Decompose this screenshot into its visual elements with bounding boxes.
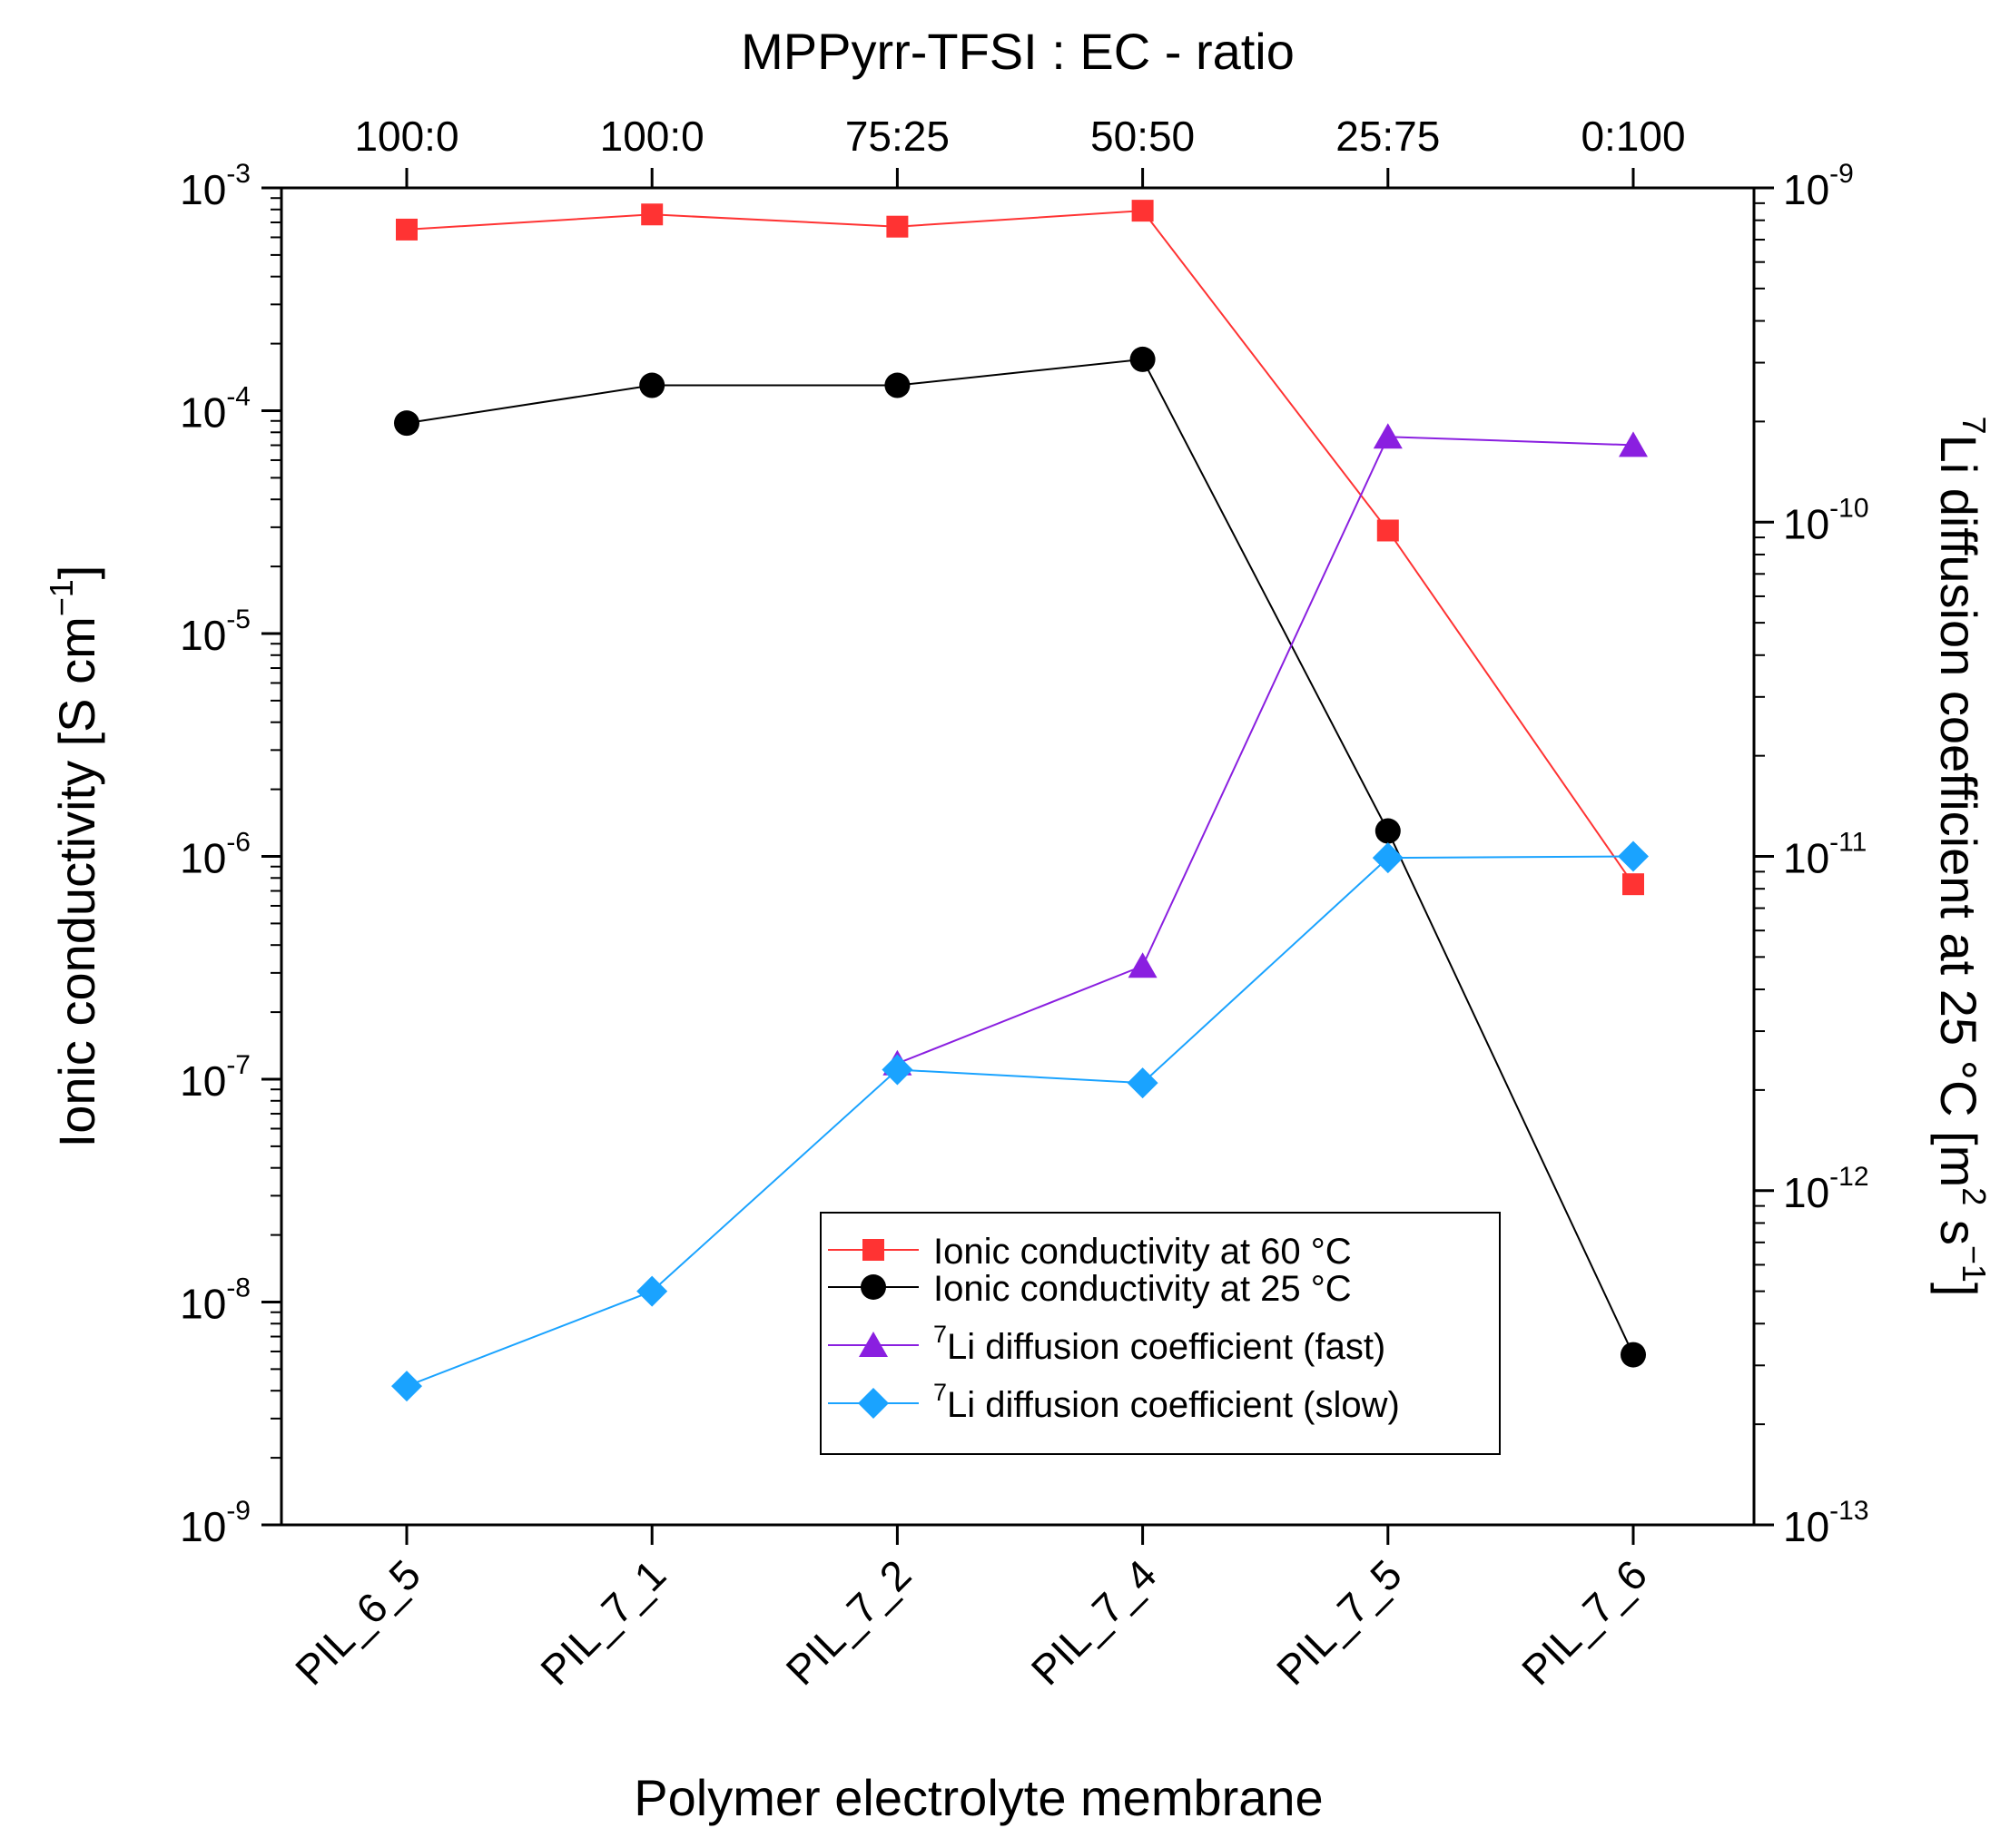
left-tick-label: 10-9 (180, 1496, 251, 1550)
data-point (394, 410, 419, 437)
top-axis-title: MPPyrr-TFSI : EC - ratio (741, 23, 1295, 80)
legend-marker (861, 1274, 886, 1300)
data-point (1621, 1342, 1646, 1368)
legend-marker (859, 1332, 888, 1357)
series-line (897, 436, 1634, 1065)
right-y-axis-title: 7Li diffusion coefficient at 25 °C [m2 s… (1930, 417, 1993, 1297)
series-2 (882, 423, 1648, 1076)
left-tick-label: 10-4 (180, 382, 251, 437)
left-tick-label: 10-3 (180, 159, 251, 213)
data-point (1374, 818, 1401, 844)
data-point (886, 215, 909, 238)
top-tick-label: 25:75 (1335, 113, 1440, 160)
series-line (406, 855, 1634, 1388)
top-tick-label: 100:0 (354, 113, 458, 160)
right-tick-label: 10-13 (1783, 1496, 1869, 1550)
left-tick-label: 10-5 (180, 605, 251, 659)
bottom-tick-label: PIL_7_1 (531, 1550, 675, 1694)
bottom-tick-label: PIL_6_5 (286, 1550, 429, 1694)
data-point (1619, 431, 1648, 457)
data-point (639, 372, 665, 398)
x-axis-title: Polymer electrolyte membrane (634, 1769, 1323, 1826)
right-tick-label: 10-12 (1783, 1162, 1869, 1216)
left-tick-label: 10-7 (180, 1050, 251, 1105)
top-tick-label: 50:50 (1090, 113, 1195, 160)
top-tick-label: 0:100 (1581, 113, 1685, 160)
data-point (396, 218, 418, 241)
data-point (1373, 423, 1403, 449)
left-y-axis-title: Ionic conductivity [S cm−1] (43, 565, 105, 1148)
data-point (882, 1054, 913, 1086)
bottom-tick-label: PIL_7_2 (777, 1550, 921, 1694)
right-tick-label: 10-9 (1783, 159, 1854, 213)
legend-marker (862, 1239, 884, 1261)
legend-entry: Ionic conductivity at 60 °C (828, 1232, 1352, 1272)
data-point (1618, 840, 1649, 872)
data-point (1372, 842, 1404, 874)
series-line (406, 210, 1634, 885)
data-point (641, 203, 664, 226)
axes: 10-3 10-4 10-5 10-6 10-7 10-8 10-9 10-9 10-10 10-… (43, 23, 1993, 1826)
bottom-tick-label: PIL_7_6 (1512, 1550, 1656, 1694)
data-point (1128, 952, 1158, 978)
legend-label: Ionic conductivity at 60 °C (933, 1232, 1352, 1272)
top-tick-label: 100:0 (600, 113, 704, 160)
data-point (1129, 346, 1156, 372)
bottom-tick-label: PIL_7_4 (1022, 1550, 1166, 1694)
series-1 (394, 346, 1646, 1368)
legend-marker (858, 1388, 889, 1419)
right-tick-label: 10-10 (1783, 493, 1869, 547)
data-point (1127, 1067, 1158, 1099)
data-point (636, 1275, 668, 1307)
top-tick-label: 75:25 (845, 113, 950, 160)
left-tick-label: 10-6 (180, 828, 251, 882)
data-point (1622, 873, 1644, 896)
series-line (406, 358, 1634, 1356)
left-tick-label: 10-8 (180, 1273, 251, 1328)
legend-entry: 7Li diffusion coefficient (fast) (828, 1321, 1385, 1367)
data-point (391, 1371, 422, 1402)
legend-entry: Ionic conductivity at 25 °C (828, 1269, 1352, 1309)
legend-box (820, 1212, 1501, 1455)
series-0 (396, 200, 1644, 896)
series-3 (391, 840, 1649, 1402)
data-point (884, 372, 911, 398)
data-point (1131, 200, 1154, 222)
bottom-tick-label: PIL_7_5 (1267, 1550, 1411, 1694)
legend-label: Ionic conductivity at 25 °C (933, 1269, 1352, 1309)
data-point (1376, 519, 1399, 542)
legend-entry: 7Li diffusion coefficient (slow) (828, 1379, 1400, 1425)
right-tick-label: 10-11 (1783, 828, 1867, 882)
series-layer (391, 200, 1649, 1402)
legend-label: 7Li diffusion coefficient (fast) (933, 1321, 1385, 1367)
legend-label: 7Li diffusion coefficient (slow) (933, 1379, 1400, 1425)
